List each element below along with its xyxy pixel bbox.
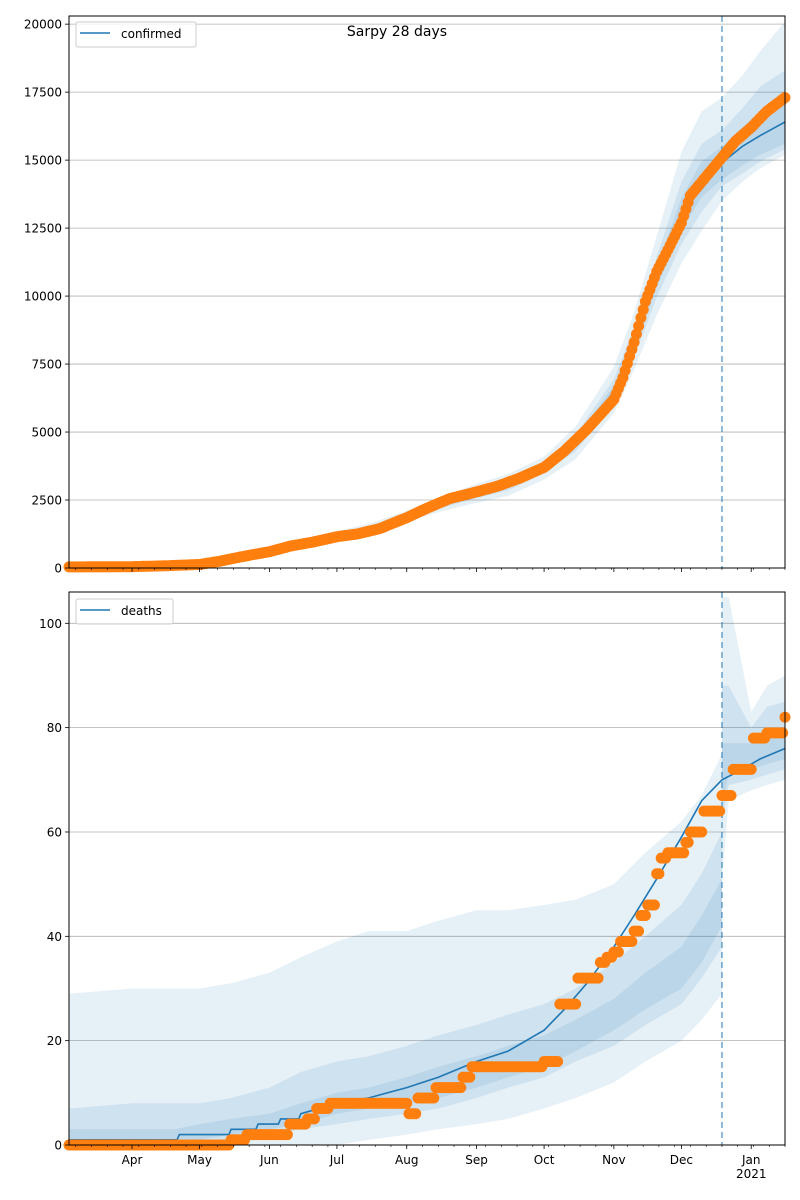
y-tick-label: 2500 <box>31 494 62 508</box>
chart-title: Sarpy 28 days <box>347 24 447 40</box>
confirmed-uncertainty-bands <box>69 21 785 568</box>
confirmed-axes: 0 2500 5000 7500 10000 12500 15000 17500 20000 S… <box>24 15 791 576</box>
observed-point <box>455 1082 467 1094</box>
x-tick-label: Aug <box>395 1153 418 1167</box>
deaths-axes: 0 20 40 60 80 100 Apr May Jun Jul Aug Sep Oct Nov Dec… <box>39 591 791 1181</box>
confirmed-legend: confirmed <box>75 21 197 48</box>
x-tick-label: Jul <box>329 1153 344 1167</box>
observed-point <box>678 847 690 859</box>
deaths-gridlines <box>69 622 785 1042</box>
y-tick-label: 40 <box>47 930 62 944</box>
y-tick-label: 7500 <box>31 358 62 372</box>
observed-point <box>714 805 726 817</box>
x-tick-label: 2021 <box>736 1167 767 1181</box>
y-tick-label: 15000 <box>24 154 62 168</box>
observed-point <box>570 998 582 1010</box>
observed-point <box>308 1113 320 1125</box>
legend-label: confirmed <box>121 27 182 41</box>
y-tick-label: 20 <box>47 1034 62 1048</box>
observed-point <box>633 925 645 937</box>
observed-point <box>653 868 665 880</box>
x-tick-label: Jan <box>741 1153 761 1167</box>
x-tick-label: Dec <box>670 1153 693 1167</box>
legend-label: deaths <box>121 604 162 618</box>
y-tick-label: 10000 <box>24 290 62 304</box>
observed-point <box>592 972 604 984</box>
observed-point <box>626 936 638 947</box>
band-middle <box>69 70 785 568</box>
confirmed-observed-points <box>63 92 791 573</box>
y-tick-label: 5000 <box>31 426 62 440</box>
observed-point <box>410 1108 422 1120</box>
x-tick-label: Jun <box>259 1153 279 1167</box>
observed-point <box>401 1097 413 1109</box>
observed-point <box>552 1056 564 1067</box>
observed-point <box>725 790 737 801</box>
x-tick-label: May <box>187 1153 212 1167</box>
observed-point <box>682 836 694 848</box>
y-tick-label: 12500 <box>24 222 62 236</box>
confirmed-y-ticks: 0 2500 5000 7500 10000 12500 15000 17500 20000 <box>24 18 69 576</box>
x-tick-label: Oct <box>534 1153 555 1167</box>
band-outer <box>69 597 785 1145</box>
observed-point <box>281 1129 293 1141</box>
band-outer <box>69 21 785 568</box>
x-tick-label: Nov <box>602 1153 625 1167</box>
observed-point <box>639 910 651 921</box>
observed-point <box>612 946 624 958</box>
y-tick-label: 0 <box>54 1139 62 1153</box>
y-tick-label: 60 <box>47 825 62 839</box>
y-tick-label: 17500 <box>24 86 62 100</box>
confirmed-x-ticks <box>75 568 786 572</box>
observed-point <box>428 1092 440 1104</box>
deaths-y-ticks: 0 20 40 60 80 100 <box>39 617 69 1153</box>
confirmed-gridlines <box>69 23 785 501</box>
observed-point <box>745 763 757 775</box>
x-tick-label: Apr <box>122 1153 143 1167</box>
observed-point <box>464 1071 476 1083</box>
y-tick-label: 100 <box>39 617 62 631</box>
observed-point <box>648 899 660 911</box>
deaths-axes-frame <box>68 591 786 1146</box>
y-tick-label: 20000 <box>24 18 62 32</box>
y-tick-label: 80 <box>47 721 62 735</box>
y-tick-label: 0 <box>54 562 62 576</box>
observed-point <box>696 826 708 838</box>
band-middle <box>69 685 785 1145</box>
deaths-uncertainty-bands <box>69 597 785 1145</box>
confirmed-axes-frame <box>68 15 786 569</box>
x-tick-label: Sep <box>465 1153 488 1167</box>
observed-point <box>777 727 789 739</box>
deaths-legend: deaths <box>75 598 174 625</box>
